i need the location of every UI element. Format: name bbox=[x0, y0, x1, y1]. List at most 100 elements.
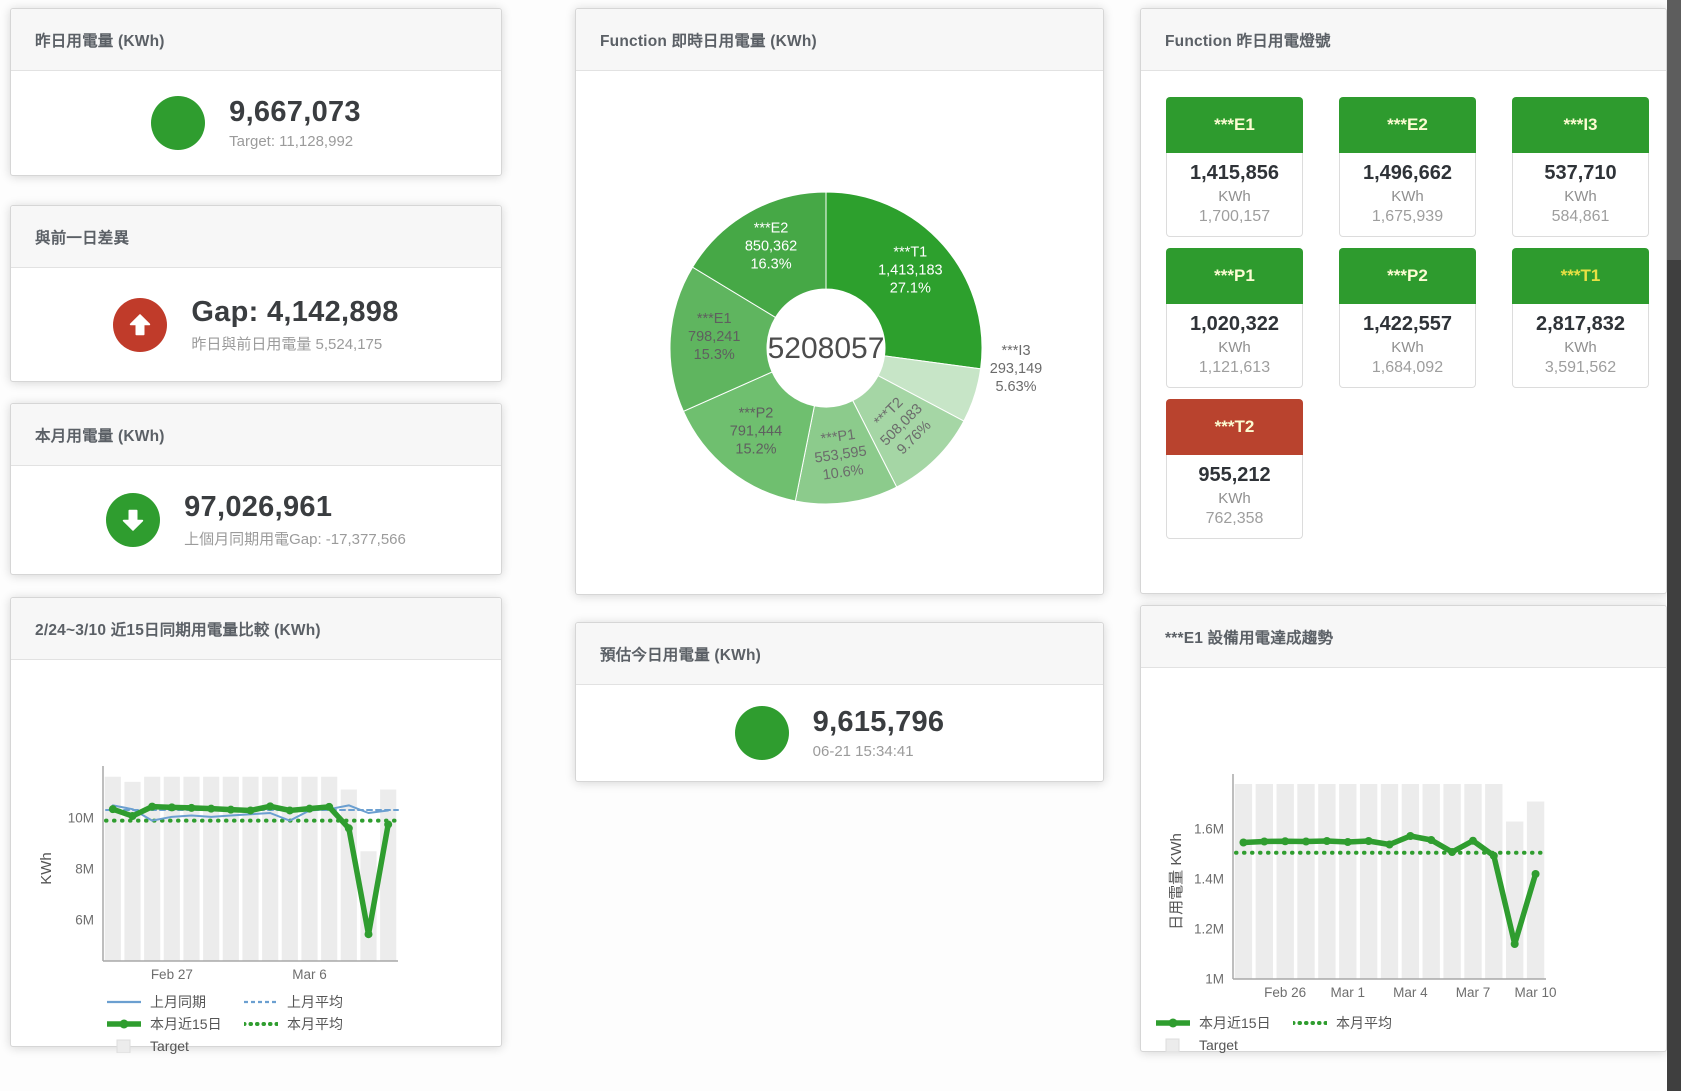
target-bar bbox=[1526, 801, 1545, 979]
lamp-tile-p2: ***P2 1,422,557 KWh 1,684,092 bbox=[1339, 248, 1476, 388]
target-bar bbox=[360, 851, 377, 961]
pie-slice-p2[interactable] bbox=[682, 371, 815, 502]
card-title: 預估今日用電量 (KWh) bbox=[600, 646, 762, 664]
legend-item[interactable]: 本月平均 bbox=[244, 1014, 343, 1034]
target-bar bbox=[144, 776, 161, 961]
legend-item[interactable]: 上月同期 bbox=[107, 992, 244, 1012]
lamp-tile-target: 1,684,092 bbox=[1371, 359, 1444, 376]
lamp-tile-unit: KWh bbox=[1218, 339, 1251, 356]
lamp-tile-i3: ***I3 537,710 KWh 584,861 bbox=[1512, 97, 1649, 237]
lamp-tile-t1: ***T1 2,817,832 KWh 3,591,562 bbox=[1512, 248, 1649, 388]
svg-text:KWh: KWh bbox=[38, 852, 55, 885]
target-bar bbox=[1255, 784, 1273, 979]
lamp-tile-unit: KWh bbox=[1564, 339, 1597, 356]
pie-slice-label: ***I3 293,149 5.63% bbox=[990, 343, 1042, 395]
target-bar bbox=[1276, 784, 1294, 979]
svg-text:6M: 6M bbox=[75, 913, 94, 928]
legend-item[interactable]: Target bbox=[107, 1038, 244, 1054]
legend-swatch-square bbox=[116, 1039, 131, 1053]
chart-legend: 本月近15日 本月平均 Target bbox=[1156, 1012, 1392, 1056]
card-header: 預估今日用電量 (KWh) bbox=[576, 623, 1103, 685]
lamp-tile-target: 762,358 bbox=[1205, 510, 1264, 527]
lamp-tile-unit: KWh bbox=[1218, 490, 1251, 507]
lamp-tile-unit: KWh bbox=[1391, 339, 1424, 356]
card-month-usage: 本月用電量 (KWh) 97,026,961 上個月同期用電Gap: -17,3… bbox=[10, 403, 502, 575]
card-title: 與前一日差異 bbox=[35, 229, 130, 247]
target-bar bbox=[1401, 784, 1420, 979]
e1-trend-chart: 1M 1.2M 1.4M 1.6M Feb 26 Mar 1 Mar 4 Mar 7 Mar 1… bbox=[1168, 774, 1557, 1000]
pie-slice-label: ***E1 798,241 15.3% bbox=[688, 311, 740, 363]
legend-item[interactable]: Target bbox=[1156, 1037, 1293, 1053]
target-bar bbox=[1297, 784, 1315, 979]
lamp-tile-t2: ***T2 955,212 KWh 762,358 bbox=[1166, 399, 1303, 539]
lamp-tile-p1: ***P1 1,020,322 KWh 1,121,613 bbox=[1166, 248, 1303, 388]
svg-text:日用電量 KWh: 日用電量 KWh bbox=[1168, 833, 1185, 930]
pie-slice-t1[interactable] bbox=[825, 191, 983, 370]
card-header: 昨日用電量 (KWh) bbox=[11, 9, 501, 71]
target-bar bbox=[281, 776, 298, 961]
card-title: Function 昨日用電燈號 bbox=[1165, 32, 1331, 50]
card-title: Function 即時日用電量 (KWh) bbox=[600, 32, 817, 50]
target-bar bbox=[1318, 784, 1336, 979]
legend-item[interactable]: 本月近15日 bbox=[1156, 1013, 1293, 1033]
lamp-tile-target: 1,121,613 bbox=[1198, 359, 1271, 376]
target-bar bbox=[301, 776, 318, 961]
arrow-down-icon bbox=[106, 493, 161, 547]
target-bar bbox=[262, 776, 279, 961]
arrow-up-icon bbox=[113, 297, 168, 352]
lamp-tile-body: 1,415,856 KWh 1,700,157 bbox=[1166, 153, 1303, 237]
target-bar bbox=[1464, 784, 1482, 979]
legend-swatch-dotted bbox=[244, 1022, 278, 1026]
svg-text:Mar 1: Mar 1 bbox=[1331, 985, 1366, 1000]
lamp-tile-target: 1,700,157 bbox=[1198, 208, 1271, 225]
svg-text:1.4M: 1.4M bbox=[1194, 872, 1224, 887]
legend-item[interactable]: 上月平均 bbox=[244, 992, 343, 1012]
target-bar bbox=[203, 776, 220, 961]
page-title: 昨日用電量 (KWh) bbox=[35, 32, 165, 50]
target-bar bbox=[222, 776, 239, 961]
gap-value: Gap: 4,142,898 bbox=[191, 295, 399, 328]
pie-slice-e1[interactable] bbox=[669, 266, 777, 413]
target-bar bbox=[124, 781, 141, 961]
scrollbar-thumb[interactable] bbox=[1667, 0, 1681, 260]
lamp-tile-value: 955,212 bbox=[1198, 464, 1271, 486]
month-usage-gap: 上個月同期用電Gap: -17,377,566 bbox=[184, 531, 406, 548]
legend-swatch-dashed bbox=[244, 1000, 278, 1004]
lamp-tile-value: 1,020,322 bbox=[1190, 313, 1279, 335]
lamp-tile-value: 1,422,557 bbox=[1363, 313, 1452, 335]
compare-15days-chart: 6M 8M 10M Feb 27 Mar 6 KWh bbox=[38, 766, 400, 982]
target-bar bbox=[1506, 821, 1524, 979]
pie-center-total: 5208057 bbox=[768, 332, 885, 365]
legend-label: 上月同期 bbox=[150, 994, 206, 1010]
pie-slice-label: ***P2 791,444 15.2% bbox=[730, 405, 782, 457]
lamp-tile-unit: KWh bbox=[1391, 188, 1424, 205]
card-header: Function 昨日用電燈號 bbox=[1141, 9, 1666, 71]
pie-slice-e2[interactable] bbox=[691, 191, 827, 319]
legend-label: 本月平均 bbox=[287, 1016, 343, 1032]
card-lamp-status: Function 昨日用電燈號 ***E1 1,415,856 KWh 1,700,1… bbox=[1140, 8, 1667, 594]
target-bar bbox=[1359, 784, 1378, 979]
estimate-value: 9,615,796 bbox=[812, 706, 945, 738]
scrollbar[interactable] bbox=[1667, 0, 1681, 1091]
lamp-tile-status: ***P1 bbox=[1166, 248, 1303, 304]
lamp-tile-status: ***T1 bbox=[1512, 248, 1649, 304]
lamp-tile-value: 2,817,832 bbox=[1536, 313, 1625, 335]
lamp-tile-status: ***T2 bbox=[1166, 399, 1303, 455]
legend-swatch-solid bbox=[107, 1000, 141, 1004]
legend-item[interactable]: 本月平均 bbox=[1293, 1013, 1392, 1033]
lamp-tile-unit: KWh bbox=[1218, 188, 1251, 205]
lamp-tile-value: 1,415,856 bbox=[1190, 162, 1279, 184]
card-diff-prev-day: 與前一日差異 Gap: 4,142,898 昨日與前日用電量 5,524,175 bbox=[10, 205, 502, 382]
legend-item[interactable]: 本月近15日 bbox=[107, 1014, 244, 1034]
month-usage-value: 97,026,961 bbox=[184, 491, 333, 523]
lamp-tile-body: 537,710 KWh 584,861 bbox=[1512, 153, 1649, 237]
legend-label: 本月平均 bbox=[1336, 1015, 1392, 1031]
gap-sub: 昨日與前日用電量 5,524,175 bbox=[191, 335, 383, 353]
svg-text:1.2M: 1.2M bbox=[1194, 922, 1224, 937]
yesterday-usage-target: Target: 11,128,992 bbox=[229, 133, 354, 150]
legend-label: 上月平均 bbox=[287, 994, 343, 1010]
card-header: 2/24~3/10 近15日同期用電量比較 (KWh) bbox=[11, 598, 501, 660]
svg-text:Feb 26: Feb 26 bbox=[1264, 985, 1306, 1000]
estimate-timestamp: 06-21 15:34:41 bbox=[812, 743, 914, 760]
svg-text:Mar 6: Mar 6 bbox=[292, 967, 327, 982]
